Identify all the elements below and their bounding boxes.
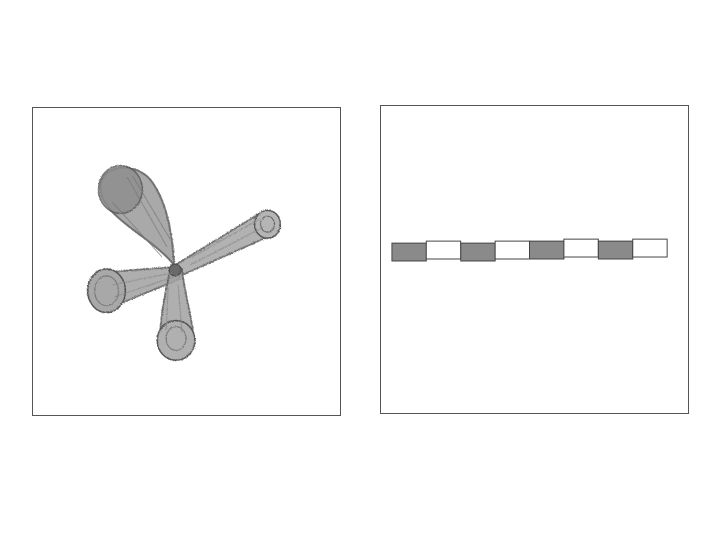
- left-sketch-panel: [32, 107, 341, 416]
- bar-segment-shaded: [597, 240, 634, 260]
- bar-segment-blank: [494, 240, 531, 260]
- center-knot: [168, 263, 182, 277]
- bar-segment-blank: [632, 238, 668, 258]
- bar-segment-shaded: [460, 242, 496, 262]
- sketch-strokes: [86, 164, 282, 362]
- right-sketch-panel: [380, 105, 689, 414]
- left-arm-end: [86, 268, 127, 314]
- bar-segment-shaded: [391, 242, 427, 262]
- segmented-bar: [391, 238, 668, 262]
- right-arm-end: [253, 209, 282, 239]
- segmented-bar-sketch: [391, 238, 668, 262]
- bar-segment-shaded: [529, 240, 565, 260]
- bar-segment-blank: [425, 240, 462, 260]
- upper-left-lobe-end: [97, 164, 144, 215]
- bar-segment-blank: [563, 238, 599, 258]
- three-lobed-sketch: [86, 164, 282, 362]
